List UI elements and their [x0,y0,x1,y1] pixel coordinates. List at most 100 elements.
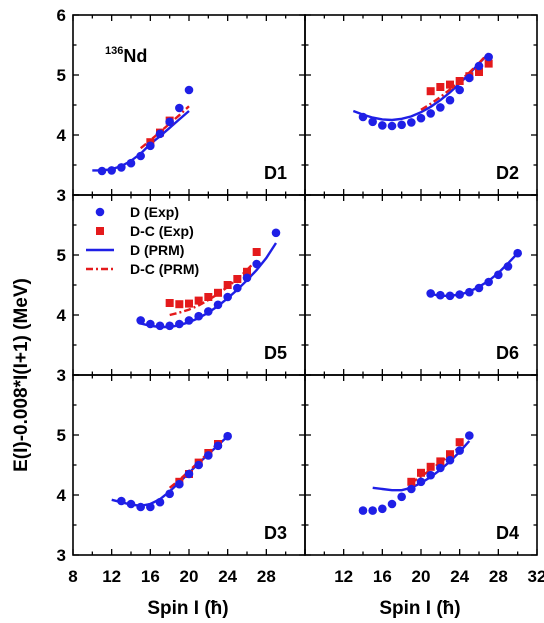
point-d-exp [455,85,464,95]
y-tick-label: 4 [57,486,67,505]
panel-label: D2 [496,163,519,183]
point-d-exp [213,300,223,310]
point-d-exp [358,112,368,122]
point-dc-exp [233,275,242,283]
y-tick-label: 5 [57,426,66,445]
point-d-exp [368,117,377,127]
point-d-exp [426,470,435,480]
point-d-exp [513,248,522,258]
legend-label: D-C (PRM) [130,261,199,277]
panel-plot-area [352,51,493,131]
legend-item-d-exp: D (Exp) [95,204,179,220]
panel-d2: D2 [304,14,538,196]
point-d-exp [416,477,426,487]
point-d-exp [213,441,223,451]
point-d-exp [107,166,116,175]
legend-label: D (PRM) [130,242,184,258]
x-tick-label: 16 [141,567,160,586]
point-d-exp [136,502,145,512]
point-d-exp [397,120,406,130]
point-d-exp [484,52,493,62]
point-d-exp [474,61,484,71]
panels-layer: D1 D2 D5 D6 D3 D4 [72,14,538,556]
point-dc-exp [204,293,213,301]
panel-plot-area [426,248,522,301]
panel-label: D6 [496,343,519,363]
point-d-exp [223,292,232,302]
legend-label: D (Exp) [130,204,179,220]
point-d-exp [465,431,474,440]
point-d-exp [136,316,145,325]
point-d-exp [175,103,184,113]
point-dc-exp [426,87,435,96]
panel-label: D1 [264,163,287,183]
point-dc-exp [407,477,416,486]
series-dc-prm-line [169,258,258,317]
point-d-exp [165,117,174,127]
point-d-exp [165,489,174,499]
panel-d5: D5 [72,194,306,376]
panel-label: D5 [264,343,287,363]
y-tick-label: 6 [57,6,66,25]
legend-label: D-C (Exp) [130,223,194,239]
point-dc-exp [243,267,251,276]
point-d-exp [184,316,194,325]
point-dc-exp [484,59,493,68]
x-tick-label: 8 [68,567,77,586]
point-d-exp [155,321,165,331]
point-d-exp [194,311,203,321]
point-d-exp [358,506,368,515]
point-d-exp [484,277,493,287]
series-d-prm-line [92,110,190,172]
point-d-exp [416,113,426,123]
point-d-exp [465,287,474,297]
point-d-exp [242,273,252,283]
point-dc-exp [165,299,174,307]
x-tick-label: 12 [102,567,121,586]
series-d-prm-line [352,52,490,122]
legend-marker [96,227,104,235]
point-d-exp [117,496,126,506]
point-dc-exp [455,438,464,447]
point-dc-exp [194,296,203,305]
point-d-exp [378,121,387,130]
point-d-exp [223,431,232,441]
legend-marker [95,207,105,217]
legend-item-dc-prm: D-C (PRM) [86,261,199,277]
panel-label: D4 [496,523,519,543]
point-d-exp [146,141,155,151]
point-d-exp [494,270,503,280]
x-tick-label: 28 [257,567,276,586]
point-d-exp [175,479,184,489]
point-d-exp [397,492,406,502]
y-tick-label: 3 [57,186,66,205]
panel-d3: D3 [72,374,306,556]
point-d-exp [165,321,174,331]
point-dc-exp [252,248,261,256]
point-dc-exp [214,288,222,297]
y-tick-label: 5 [57,246,66,265]
x-tick-label: 20 [180,567,199,586]
point-dc-exp [175,300,184,309]
point-d-exp [155,129,165,139]
point-dc-exp [185,299,193,308]
panel-d4: D4 [304,374,538,556]
point-d-exp [194,460,203,470]
point-dc-exp [475,68,483,76]
point-d-exp [175,319,184,329]
point-d-exp [436,463,445,473]
point-dc-exp [436,457,445,466]
x-tick-label: 24 [218,567,237,586]
panel-plot-area [136,228,281,331]
point-d-exp [436,290,445,300]
point-d-exp [378,504,387,514]
point-d-exp [117,163,126,172]
series-dc-prm-line [420,51,490,111]
panel-plot-area [92,85,194,176]
y-tick-label: 5 [57,66,66,85]
y-tick-label: 3 [57,546,66,565]
x-tick-label: 32 [528,567,544,586]
point-d-exp [465,73,474,83]
point-dc-exp [223,281,232,289]
x-axis-title-right: Spin I (ħ) [379,598,460,619]
